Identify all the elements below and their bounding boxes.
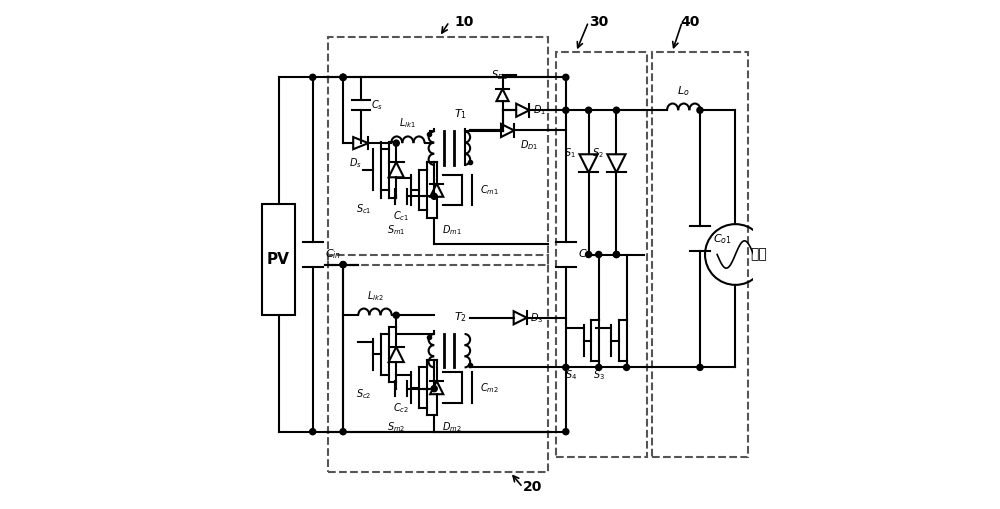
Text: $D_{D1}$: $D_{D1}$	[520, 138, 539, 152]
Text: $S_2$: $S_2$	[592, 147, 604, 160]
Text: $L_{lk2}$: $L_{lk2}$	[367, 289, 383, 302]
Circle shape	[340, 262, 346, 268]
Text: $D_1$: $D_1$	[533, 103, 546, 117]
Circle shape	[340, 74, 346, 80]
Circle shape	[431, 193, 437, 200]
Text: 20: 20	[523, 480, 543, 494]
Polygon shape	[501, 124, 514, 137]
Text: $S_{m1}$: $S_{m1}$	[387, 223, 405, 237]
Circle shape	[563, 74, 569, 80]
Text: 电网: 电网	[751, 247, 767, 262]
Circle shape	[596, 251, 602, 258]
Polygon shape	[514, 311, 527, 324]
Text: $S_{c1}$: $S_{c1}$	[356, 203, 371, 216]
Text: $D_{m2}$: $D_{m2}$	[442, 420, 461, 434]
Polygon shape	[496, 89, 509, 101]
Text: $C_{m2}$: $C_{m2}$	[480, 381, 499, 394]
Circle shape	[431, 386, 437, 392]
Circle shape	[613, 251, 619, 258]
Circle shape	[340, 429, 346, 435]
Text: $C_{in}$: $C_{in}$	[325, 247, 342, 262]
Polygon shape	[516, 104, 529, 117]
Circle shape	[340, 262, 346, 268]
Circle shape	[586, 107, 592, 114]
Text: $D_{m1}$: $D_{m1}$	[442, 223, 462, 237]
Polygon shape	[389, 162, 404, 177]
Text: $S_3$: $S_3$	[593, 369, 605, 382]
Text: 10: 10	[455, 15, 474, 29]
Circle shape	[310, 74, 316, 80]
Text: $C_{o1}$: $C_{o1}$	[713, 232, 731, 246]
Circle shape	[563, 429, 569, 435]
Text: $C_o$: $C_o$	[578, 247, 593, 262]
Circle shape	[624, 364, 630, 371]
Text: 30: 30	[589, 15, 608, 29]
Polygon shape	[430, 184, 443, 197]
Circle shape	[586, 251, 592, 258]
Circle shape	[563, 364, 569, 371]
Text: PV: PV	[267, 252, 290, 267]
Text: $L_o$: $L_o$	[677, 84, 690, 98]
Text: $D_s$: $D_s$	[349, 156, 362, 169]
Text: $C_{m1}$: $C_{m1}$	[480, 183, 499, 197]
Circle shape	[697, 364, 703, 371]
Text: $C_{c2}$: $C_{c2}$	[393, 401, 409, 415]
Text: $C_{c1}$: $C_{c1}$	[393, 209, 409, 223]
Circle shape	[340, 74, 346, 80]
Polygon shape	[430, 381, 443, 394]
Text: $S_{m2}$: $S_{m2}$	[387, 420, 405, 434]
Circle shape	[393, 140, 399, 146]
Text: 40: 40	[680, 15, 700, 29]
Polygon shape	[389, 347, 404, 362]
Polygon shape	[607, 154, 626, 173]
Circle shape	[340, 74, 346, 80]
Circle shape	[613, 107, 619, 114]
Text: $S_4$: $S_4$	[565, 369, 577, 382]
Text: $T_1$: $T_1$	[454, 107, 467, 121]
Circle shape	[563, 107, 569, 114]
Circle shape	[697, 107, 703, 114]
Polygon shape	[579, 154, 598, 173]
Text: $S_1$: $S_1$	[564, 147, 576, 160]
Circle shape	[613, 251, 619, 258]
Bar	[262, 204, 295, 315]
Polygon shape	[353, 137, 368, 149]
Text: $S_{c2}$: $S_{c2}$	[356, 387, 371, 401]
Text: $D_3$: $D_3$	[530, 311, 544, 325]
Text: $T_2$: $T_2$	[454, 310, 467, 324]
Circle shape	[596, 364, 602, 371]
Text: $C_s$: $C_s$	[371, 98, 383, 112]
Text: $L_{lk1}$: $L_{lk1}$	[399, 117, 416, 130]
Circle shape	[310, 429, 316, 435]
Text: $S_{D1}$: $S_{D1}$	[491, 69, 509, 82]
Circle shape	[393, 312, 399, 318]
